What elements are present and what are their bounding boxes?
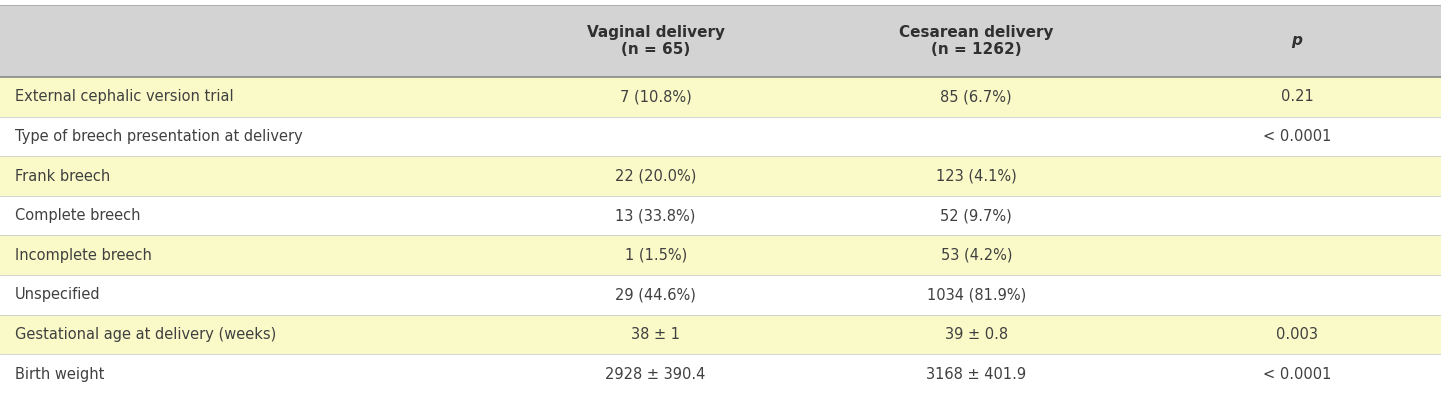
Text: 39 ± 0.8: 39 ± 0.8 <box>945 327 1007 342</box>
Text: Cesarean delivery
(n = 1262): Cesarean delivery (n = 1262) <box>899 25 1053 57</box>
Text: 38 ± 1: 38 ± 1 <box>631 327 680 342</box>
Bar <box>0 117 1441 156</box>
Text: 52 (9.7%): 52 (9.7%) <box>941 208 1012 223</box>
Text: 1034 (81.9%): 1034 (81.9%) <box>927 288 1026 303</box>
Text: 1 (1.5%): 1 (1.5%) <box>624 248 687 263</box>
Text: 85 (6.7%): 85 (6.7%) <box>941 89 1012 104</box>
Text: < 0.0001: < 0.0001 <box>1262 367 1331 382</box>
Bar <box>0 275 1441 315</box>
Text: p: p <box>1291 33 1303 48</box>
Text: 3168 ± 401.9: 3168 ± 401.9 <box>927 367 1026 382</box>
Text: 7 (10.8%): 7 (10.8%) <box>620 89 692 104</box>
Bar <box>0 156 1441 196</box>
Text: Gestational age at delivery (weeks): Gestational age at delivery (weeks) <box>14 327 277 342</box>
Text: External cephalic version trial: External cephalic version trial <box>14 89 233 104</box>
Text: Type of breech presentation at delivery: Type of breech presentation at delivery <box>14 129 303 144</box>
Bar <box>0 236 1441 275</box>
Bar <box>0 354 1441 394</box>
Text: 123 (4.1%): 123 (4.1%) <box>935 169 1017 184</box>
Text: < 0.0001: < 0.0001 <box>1262 129 1331 144</box>
Bar <box>0 77 1441 117</box>
Bar <box>0 315 1441 354</box>
Bar <box>0 196 1441 236</box>
Text: Vaginal delivery
(n = 65): Vaginal delivery (n = 65) <box>586 25 725 57</box>
Text: Birth weight: Birth weight <box>14 367 104 382</box>
Bar <box>0 5 1441 77</box>
Text: 0.003: 0.003 <box>1275 327 1319 342</box>
Text: Incomplete breech: Incomplete breech <box>14 248 151 263</box>
Text: 13 (33.8%): 13 (33.8%) <box>615 208 696 223</box>
Text: 0.21: 0.21 <box>1281 89 1313 104</box>
Text: 53 (4.2%): 53 (4.2%) <box>941 248 1012 263</box>
Text: Frank breech: Frank breech <box>14 169 111 184</box>
Text: Complete breech: Complete breech <box>14 208 141 223</box>
Text: 29 (44.6%): 29 (44.6%) <box>615 288 696 303</box>
Text: 22 (20.0%): 22 (20.0%) <box>615 169 696 184</box>
Text: Unspecified: Unspecified <box>14 288 101 303</box>
Text: 2928 ± 390.4: 2928 ± 390.4 <box>605 367 706 382</box>
